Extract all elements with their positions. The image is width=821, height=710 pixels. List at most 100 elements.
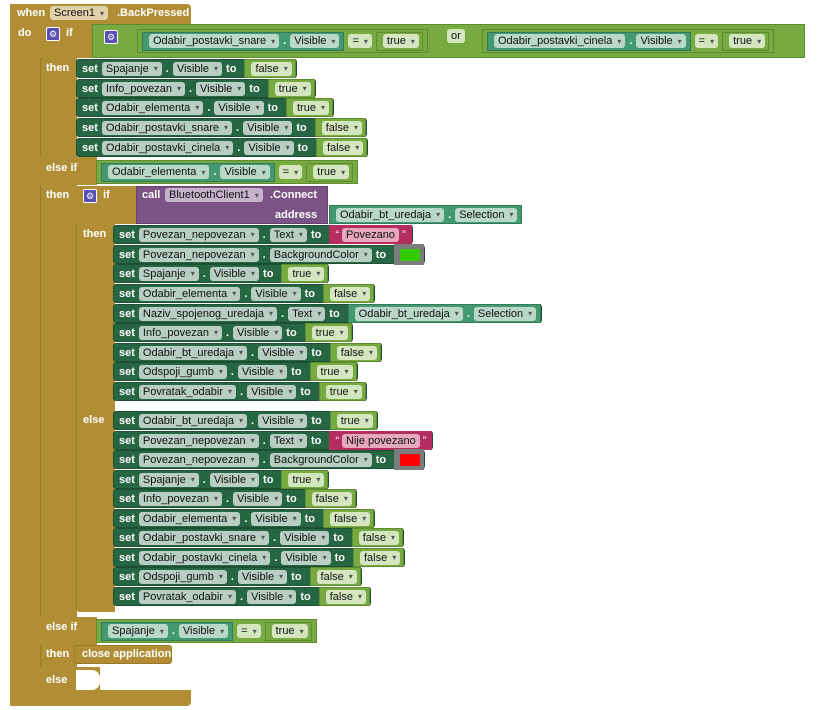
setter-block[interactable]: set Povezan_nepovezan ▾. Text ▾ to “ Povezano ” — [113, 225, 413, 244]
property-dropdown[interactable]: Visible ▾ — [233, 491, 283, 506]
logic-value-block[interactable]: true ▾ — [264, 621, 312, 641]
property-dropdown[interactable]: Visible ▾ — [209, 472, 260, 487]
component-getter-block[interactable]: Odabir_bt_uredaja ▾. Selection ▾ — [347, 304, 542, 323]
text-input[interactable]: Nije povezano — [342, 433, 420, 448]
logic-value-block[interactable]: false ▾ — [352, 548, 405, 567]
property-dropdown[interactable]: Visible ▾ — [172, 61, 223, 76]
property-dropdown[interactable]: Visible ▾ — [258, 345, 308, 360]
compare-block[interactable]: Odabir_elementa ▾. Visible ▾ = ▾ true ▾ — [96, 160, 359, 184]
component-getter-block[interactable]: Odabir_postavki_cinela ▾. Visible ▾ — [487, 31, 691, 51]
component-dropdown[interactable]: Odabir_elementa ▾ — [138, 286, 241, 301]
property-dropdown[interactable]: Visible ▾ — [280, 530, 330, 545]
property-dropdown[interactable]: Visible ▾ — [251, 286, 301, 301]
property-dropdown[interactable]: Selection ▾ — [473, 306, 537, 321]
logic-dropdown[interactable]: false ▾ — [359, 550, 401, 565]
logic-dropdown[interactable]: false ▾ — [358, 530, 399, 545]
property-dropdown[interactable]: Text ▾ — [269, 433, 307, 448]
logic-dropdown[interactable]: true ▾ — [316, 364, 353, 379]
component-dropdown[interactable]: Spajanje ▾ — [101, 61, 162, 76]
component-getter-block[interactable]: Odabir_elementa ▾. Visible ▾ — [101, 162, 275, 182]
logic-dropdown[interactable]: true ▾ — [271, 624, 308, 638]
logic-value-block[interactable]: true ▾ — [267, 79, 315, 98]
component-dropdown[interactable]: Povratak_odabir ▾ — [138, 589, 237, 604]
logic-dropdown[interactable]: false ▾ — [330, 286, 371, 301]
logic-value-block[interactable]: true ▾ — [318, 382, 366, 401]
component-dropdown[interactable]: Odabir_postavki_cinela ▾ — [138, 550, 271, 565]
component-dropdown[interactable]: Spajanje ▾ — [138, 472, 199, 487]
component-dropdown[interactable]: Povezan_nepovezan ▾ — [138, 452, 259, 467]
text-value-block[interactable]: “ Povezano ” — [329, 225, 412, 244]
property-dropdown[interactable]: BackgroundColor ▾ — [269, 452, 372, 467]
component-dropdown[interactable]: Info_povezan ▾ — [101, 81, 185, 96]
logic-dropdown[interactable]: false ▾ — [325, 589, 366, 604]
component-dropdown[interactable]: Odabir_bt_uredaja ▾ — [336, 207, 445, 222]
component-getter-block[interactable]: Spajanje ▾. Visible ▾ — [101, 621, 234, 641]
logic-dropdown[interactable]: true ▾ — [729, 34, 766, 48]
gear-icon[interactable]: ⚙ — [83, 189, 97, 203]
screen-dropdown[interactable]: Screen1 ▾ — [50, 6, 108, 20]
logic-value-block[interactable]: false ▾ — [329, 343, 381, 362]
compare-block[interactable]: Odabir_postavki_cinela ▾. Visible ▾ = ▾ true ▾ — [482, 29, 775, 53]
component-getter-block[interactable]: Odabir_bt_uredaja ▾. Selection ▾ — [329, 205, 523, 224]
color-value-block[interactable] — [394, 449, 425, 470]
logic-value-block[interactable]: true ▾ — [281, 470, 329, 489]
logic-value-block[interactable]: false ▾ — [244, 59, 296, 78]
logic-dropdown[interactable]: false ▾ — [311, 491, 352, 506]
logic-dropdown[interactable]: true ▾ — [313, 165, 350, 179]
component-dropdown[interactable]: Odspoji_gumb ▾ — [138, 364, 227, 379]
setter-block[interactable]: set Povezan_nepovezan ▾. BackgroundColor ▾ to — [113, 244, 426, 265]
property-dropdown[interactable]: Visible ▾ — [636, 34, 686, 48]
component-dropdown[interactable]: Povezan_nepovezan ▾ — [138, 227, 259, 242]
logic-value-block[interactable]: false ▾ — [315, 138, 368, 157]
property-dropdown[interactable]: Visible ▾ — [251, 511, 301, 526]
inner-if-block[interactable] — [76, 186, 115, 612]
setter-block[interactable]: set Odabir_elementa ▾. Visible ▾ to false ▾ — [113, 509, 376, 528]
component-dropdown[interactable]: Povezan_nepovezan ▾ — [138, 433, 259, 448]
logic-dropdown[interactable]: false ▾ — [330, 511, 371, 526]
component-dropdown[interactable]: Odabir_bt_uredaja ▾ — [138, 345, 248, 360]
component-getter-block[interactable]: Odabir_postavki_snare ▾. Visible ▾ — [142, 31, 345, 51]
property-dropdown[interactable]: Visible ▾ — [178, 624, 229, 638]
logic-dropdown[interactable]: true ▾ — [293, 100, 329, 115]
logic-value-block[interactable]: false ▾ — [323, 284, 375, 303]
setter-block[interactable]: set Povratak_odabir ▾. Visible ▾ to false ▾ — [113, 587, 371, 606]
logic-value-block[interactable]: true ▾ — [722, 31, 770, 51]
logic-value-block[interactable]: true ▾ — [286, 98, 333, 117]
property-dropdown[interactable]: Visible ▾ — [196, 81, 246, 96]
property-dropdown[interactable]: Visible ▾ — [290, 34, 340, 48]
component-dropdown[interactable]: Povezan_nepovezan ▾ — [138, 247, 259, 262]
property-dropdown[interactable]: Visible ▾ — [233, 325, 283, 340]
logic-dropdown[interactable]: false ▾ — [322, 140, 364, 155]
component-dropdown[interactable]: Spajanje ▾ — [108, 624, 168, 638]
component-dropdown[interactable]: Povratak_odabir ▾ — [138, 384, 237, 399]
property-dropdown[interactable]: Visible ▾ — [258, 413, 308, 428]
setter-block[interactable]: set Povratak_odabir ▾. Visible ▾ to true ▾ — [113, 382, 367, 401]
property-dropdown[interactable]: Visible ▾ — [214, 100, 264, 115]
component-dropdown[interactable]: Odabir_postavki_cinela ▾ — [101, 140, 234, 155]
property-dropdown[interactable]: Visible ▾ — [247, 589, 297, 604]
logic-value-block[interactable]: true ▾ — [281, 264, 329, 283]
operator-dropdown[interactable]: = ▾ — [237, 624, 261, 638]
logic-value-block[interactable]: true ▾ — [375, 31, 423, 51]
logic-value-block[interactable]: true ▾ — [304, 323, 352, 342]
property-dropdown[interactable]: Visible ▾ — [247, 384, 297, 399]
property-dropdown[interactable]: BackgroundColor ▾ — [269, 247, 372, 262]
setter-block[interactable]: set Info_povezan ▾. Visible ▾ to false ▾ — [113, 489, 357, 508]
color-swatch[interactable] — [400, 248, 421, 261]
property-dropdown[interactable]: Visible ▾ — [237, 569, 288, 584]
setter-block[interactable]: set Odabir_postavki_snare ▾. Visible ▾ to fals… — [113, 528, 404, 547]
component-dropdown[interactable]: Odspoji_gumb ▾ — [138, 569, 227, 584]
component-dropdown[interactable]: Odabir_elementa ▾ — [138, 511, 241, 526]
property-dropdown[interactable]: Visible ▾ — [220, 165, 270, 179]
bluetooth-component-dropdown[interactable]: BluetoothClient1 ▾ — [165, 188, 263, 202]
gear-icon[interactable]: ⚙ — [104, 30, 118, 44]
setter-block[interactable]: set Info_povezan ▾. Visible ▾ to true ▾ — [113, 323, 353, 342]
setter-block[interactable]: set Odspoji_gumb ▾. Visible ▾ to true ▾ — [113, 362, 358, 381]
logic-dropdown[interactable]: false ▾ — [316, 569, 357, 584]
logic-value-block[interactable]: false ▾ — [309, 567, 361, 586]
component-dropdown[interactable]: Info_povezan ▾ — [138, 325, 222, 340]
logic-value-block[interactable]: false ▾ — [323, 509, 375, 528]
logic-dropdown[interactable]: true ▾ — [325, 384, 362, 399]
setter-block[interactable]: set Odabir_elementa ▾. Visible ▾ to true ▾ — [76, 98, 334, 117]
component-dropdown[interactable]: Naziv_spojenog_uredaja ▾ — [138, 306, 278, 321]
